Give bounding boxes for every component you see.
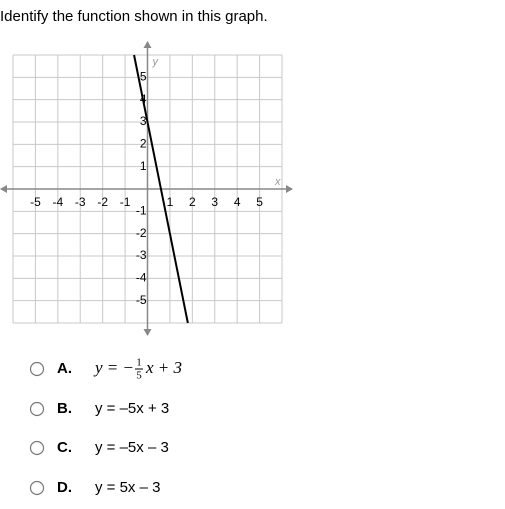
fraction-numerator: 1: [136, 357, 142, 369]
y-tick-label: -5: [136, 293, 147, 307]
y-axis-label: y: [152, 56, 160, 68]
y-arrow-bottom: [143, 329, 152, 336]
x-tick-label: -2: [97, 195, 108, 209]
option[interactable]: B. y = –5x + 3: [29, 400, 170, 417]
y-tick-label: 1: [140, 159, 147, 173]
x-arrow-left: [0, 185, 7, 193]
x-tick-label: 5: [256, 195, 263, 209]
x-tick-label: 2: [189, 195, 196, 209]
radio-button[interactable]: [29, 361, 45, 377]
x-tick-label: -1: [120, 195, 131, 209]
option-text: y = −: [93, 358, 134, 377]
option-letter: D.: [57, 479, 72, 496]
option-text: y = 5x – 3: [95, 479, 160, 496]
x-tick-label: -3: [75, 195, 86, 209]
y-tick-label: 3: [140, 114, 147, 128]
x-tick-label: -4: [52, 195, 63, 209]
option-text-after: x + 3: [145, 358, 182, 377]
option[interactable]: C. y = –5x – 3: [29, 439, 169, 456]
x-axis-label: x: [274, 176, 281, 188]
x-tick-label: 4: [234, 195, 241, 209]
x-tick-label: -5: [30, 195, 41, 209]
fraction-denominator: 5: [136, 370, 142, 382]
y-tick-label: 2: [140, 137, 147, 151]
option-letter: A.: [57, 360, 72, 377]
question: Identify the function shown in this grap…: [0, 8, 268, 25]
option-letter: B.: [57, 400, 72, 417]
option-letter: C.: [57, 439, 72, 456]
option[interactable]: A. y = −15 x + 3: [29, 357, 183, 382]
y-tick-label: -1: [136, 204, 147, 218]
y-tick-label: -2: [136, 226, 147, 240]
radio-button[interactable]: [29, 401, 45, 417]
y-arrow-top: [143, 41, 152, 48]
option-text: y = –5x + 3: [95, 400, 169, 417]
function-line: [133, 54, 189, 324]
option-text: y = –5x – 3: [95, 439, 169, 456]
x-arrow-right: [286, 185, 293, 193]
radio-button[interactable]: [29, 480, 45, 496]
option[interactable]: D. y = 5x – 3: [29, 479, 161, 496]
y-tick-label: 5: [140, 70, 147, 84]
x-tick-label: 3: [211, 195, 218, 209]
x-tick-label: 1: [167, 195, 174, 209]
y-tick-label: -3: [136, 248, 147, 262]
y-tick-label: -4: [136, 271, 147, 285]
radio-button[interactable]: [29, 440, 45, 456]
